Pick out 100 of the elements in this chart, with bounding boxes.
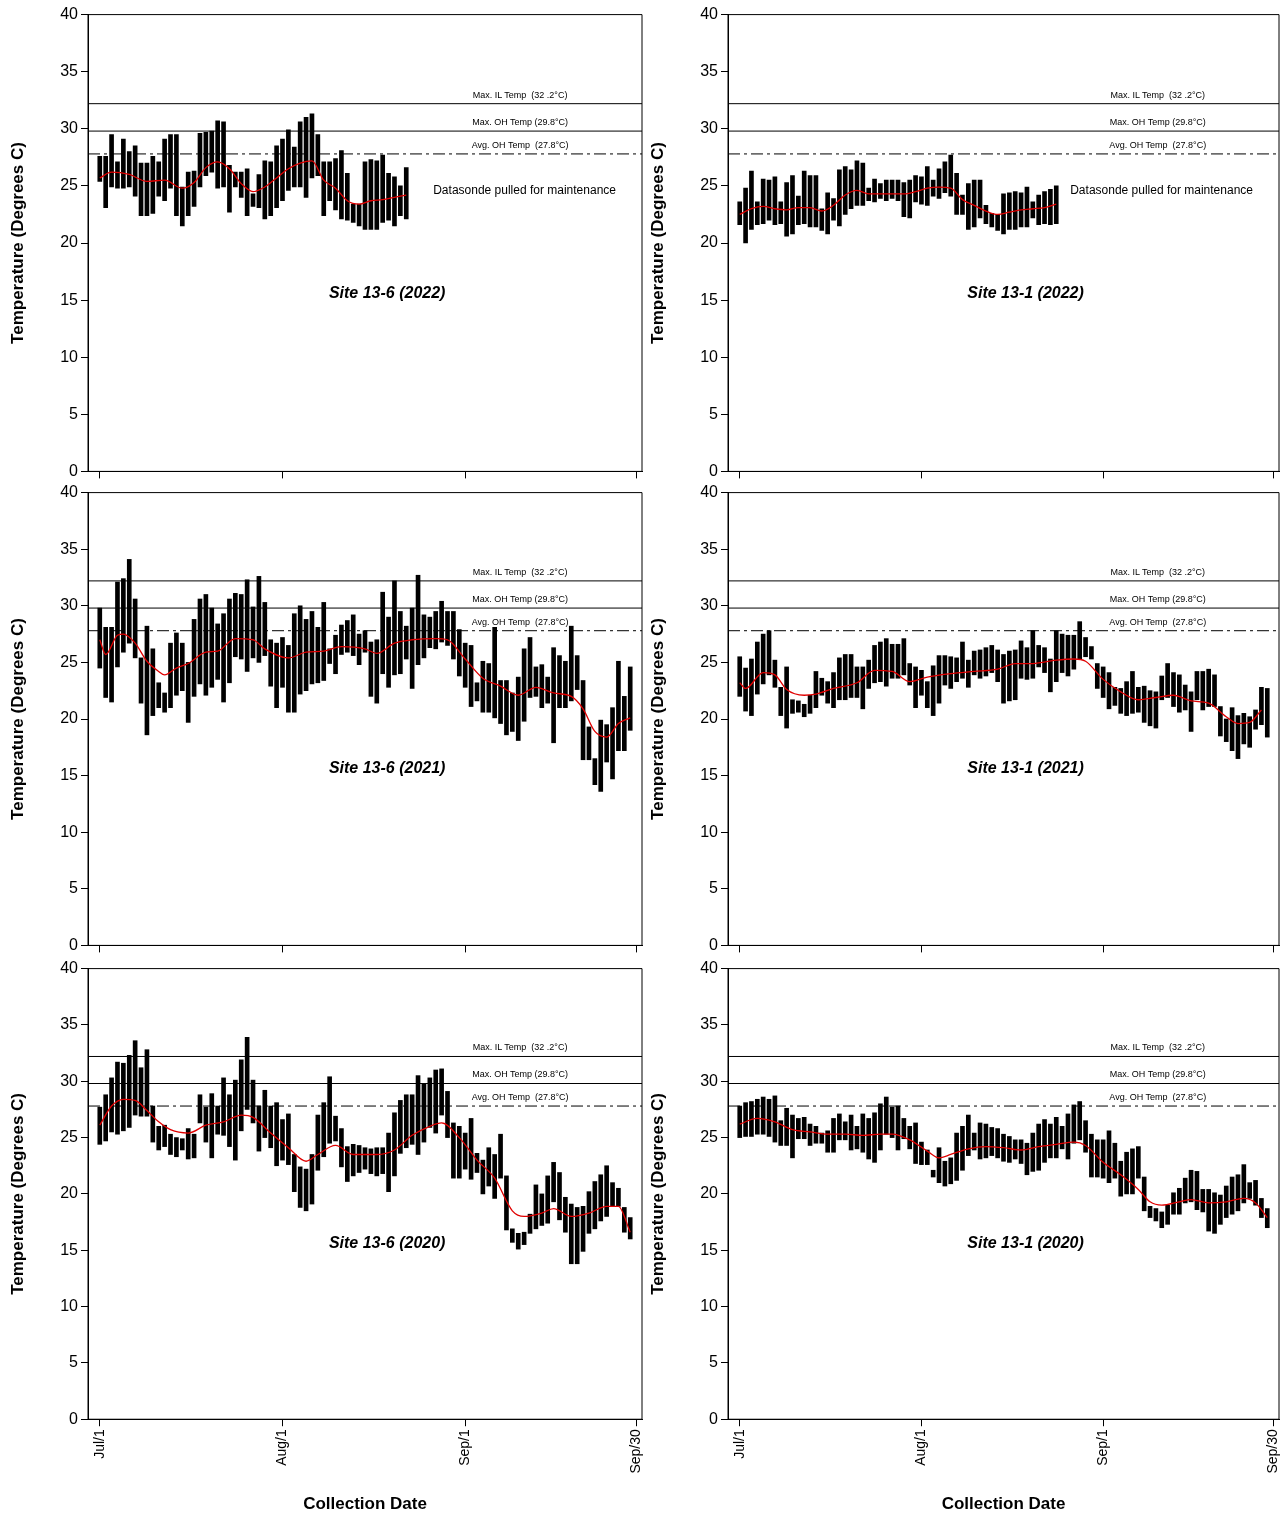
y-tick-label: 35 bbox=[700, 62, 719, 80]
y-tick-label: 30 bbox=[60, 1071, 79, 1089]
y-tick-label: 5 bbox=[709, 879, 719, 897]
y-tick-label: 0 bbox=[709, 935, 719, 953]
annotation: Datasonde pulled for maintenance bbox=[433, 182, 617, 197]
ref-line-label: Max. OH Temp (29.8°C) bbox=[472, 117, 569, 128]
y-tick-label: 0 bbox=[709, 461, 719, 479]
y-tick-label: 35 bbox=[60, 1015, 79, 1033]
ref-line-label: Avg. OH Temp (27.8°C) bbox=[1109, 1092, 1207, 1103]
x-tick-label: Aug/1 bbox=[273, 1429, 290, 1466]
line-series bbox=[99, 160, 407, 205]
y-tick-label: 30 bbox=[60, 596, 79, 614]
ref-line-label: Max. OH Temp (29.8°C) bbox=[1109, 117, 1206, 128]
y-tick-label: 25 bbox=[60, 176, 79, 194]
annotation: Site 13-6 (2022) bbox=[328, 283, 446, 301]
ref-line-label: Max. OH Temp (29.8°C) bbox=[472, 1069, 569, 1080]
line-series bbox=[739, 186, 1057, 216]
y-tick-label: 10 bbox=[700, 822, 719, 840]
y-tick-label: 10 bbox=[700, 1296, 719, 1314]
y-tick-label: 35 bbox=[60, 62, 79, 80]
annotation: Site 13-1 (2021) bbox=[967, 759, 1084, 777]
ref-line-label: Avg. OH Temp (27.8°C) bbox=[471, 1092, 569, 1103]
ref-line-label: Avg. OH Temp (27.8°C) bbox=[471, 616, 569, 627]
ref-line-label: Max. IL Temp (32 .2°C) bbox=[472, 566, 568, 577]
x-axis-title: Collection Date bbox=[941, 1494, 1066, 1514]
y-axis-title: Temperature (Degrees C) bbox=[647, 1092, 667, 1295]
y-tick-label: 25 bbox=[60, 652, 79, 670]
y-tick-label: 15 bbox=[700, 1240, 719, 1258]
ref-line-label: Avg. OH Temp (27.8°C) bbox=[1109, 616, 1207, 627]
y-tick-label: 20 bbox=[60, 233, 79, 251]
line-series bbox=[739, 1117, 1268, 1219]
ref-line-label: Avg. OH Temp (27.8°C) bbox=[471, 139, 569, 150]
y-tick-label: 25 bbox=[700, 176, 719, 194]
y-tick-label: 20 bbox=[60, 709, 79, 727]
y-tick-label: 35 bbox=[60, 539, 79, 557]
x-tick-label: Sep/30 bbox=[626, 1429, 643, 1474]
ref-line-label: Max. OH Temp (29.8°C) bbox=[1109, 594, 1206, 605]
line-series bbox=[739, 658, 1263, 725]
x-tick-label: Sep/1 bbox=[1094, 1429, 1111, 1466]
y-tick-label: 0 bbox=[69, 461, 79, 479]
y-tick-label: 5 bbox=[69, 879, 79, 897]
x-tick-label: Sep/30 bbox=[1264, 1429, 1280, 1474]
y-axis-title: Temperature (Degrees C) bbox=[7, 1092, 27, 1295]
annotation: Site 13-1 (2020) bbox=[967, 1233, 1084, 1251]
line-series bbox=[99, 633, 631, 738]
x-tick-label: Jul/1 bbox=[90, 1429, 107, 1459]
x-tick-label: Sep/1 bbox=[456, 1429, 473, 1466]
y-tick-label: 15 bbox=[700, 766, 719, 784]
ref-line-label: Max. IL Temp (32 .2°C) bbox=[1110, 89, 1206, 100]
y-tick-label: 35 bbox=[700, 1015, 719, 1033]
y-tick-label: 0 bbox=[69, 1409, 79, 1427]
y-tick-label: 10 bbox=[60, 347, 79, 365]
y-tick-label: 40 bbox=[700, 483, 719, 501]
x-tick-label: Jul/1 bbox=[730, 1429, 747, 1459]
ref-line-label: Max. OH Temp (29.8°C) bbox=[1109, 1069, 1206, 1080]
annotation: Site 13-1 (2022) bbox=[967, 283, 1084, 301]
y-tick-label: 20 bbox=[700, 709, 719, 727]
ref-line-label: Max. OH Temp (29.8°C) bbox=[472, 594, 569, 605]
y-tick-label: 20 bbox=[60, 1184, 79, 1202]
y-tick-label: 25 bbox=[60, 1127, 79, 1145]
ref-line-label: Max. IL Temp (32 .2°C) bbox=[1110, 1042, 1206, 1053]
y-tick-label: 20 bbox=[700, 1184, 719, 1202]
y-tick-label: 30 bbox=[700, 119, 719, 137]
y-tick-label: 35 bbox=[700, 539, 719, 557]
y-axis-title: Temperature (Degrees C) bbox=[647, 618, 667, 820]
ref-line-label: Max. IL Temp (32 .2°C) bbox=[1110, 566, 1206, 577]
y-tick-label: 20 bbox=[700, 233, 719, 251]
y-tick-label: 40 bbox=[60, 959, 79, 977]
x-axis-title: Collection Date bbox=[303, 1494, 427, 1514]
y-tick-label: 15 bbox=[700, 290, 719, 308]
y-tick-label: 15 bbox=[60, 290, 79, 308]
y-tick-label: 15 bbox=[60, 766, 79, 784]
y-tick-label: 40 bbox=[60, 483, 79, 501]
y-tick-label: 30 bbox=[60, 119, 79, 137]
annotation: Site 13-6 (2020) bbox=[328, 1233, 446, 1251]
y-axis-title: Temperature (Degrees C) bbox=[647, 142, 667, 344]
y-tick-label: 40 bbox=[700, 5, 719, 23]
annotation: Datasonde pulled for maintenance bbox=[1070, 182, 1254, 197]
x-tick-label: Aug/1 bbox=[912, 1429, 929, 1466]
y-tick-label: 10 bbox=[60, 822, 79, 840]
y-tick-label: 0 bbox=[69, 935, 79, 953]
y-tick-label: 10 bbox=[700, 347, 719, 365]
y-axis-title: Temperature (Degrees C) bbox=[7, 142, 27, 344]
ref-line-label: Max. IL Temp (32 .2°C) bbox=[472, 89, 568, 100]
y-tick-label: 5 bbox=[69, 404, 79, 422]
y-tick-label: 25 bbox=[700, 652, 719, 670]
y-tick-label: 5 bbox=[709, 404, 719, 422]
ref-line-label: Avg. OH Temp (27.8°C) bbox=[1109, 139, 1207, 150]
y-tick-label: 40 bbox=[700, 959, 719, 977]
y-tick-label: 30 bbox=[700, 1071, 719, 1089]
y-axis-title: Temperature (Degrees C) bbox=[7, 618, 27, 820]
y-tick-label: 5 bbox=[709, 1353, 719, 1371]
y-tick-label: 0 bbox=[709, 1409, 719, 1427]
annotation: Site 13-6 (2021) bbox=[328, 759, 446, 777]
ref-line-label: Max. IL Temp (32 .2°C) bbox=[472, 1042, 568, 1053]
y-tick-label: 15 bbox=[60, 1240, 79, 1258]
y-tick-label: 30 bbox=[700, 596, 719, 614]
y-tick-label: 5 bbox=[69, 1353, 79, 1371]
y-tick-label: 10 bbox=[60, 1296, 79, 1314]
y-tick-label: 25 bbox=[700, 1127, 719, 1145]
